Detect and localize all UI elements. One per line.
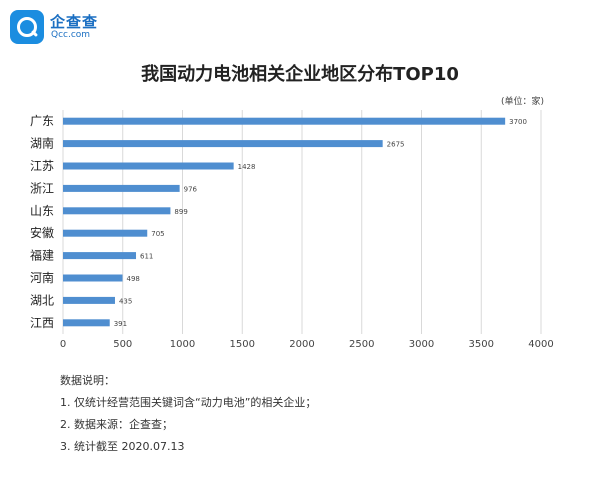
bar [63,296,115,304]
bars [63,117,506,327]
category-label: 湖南 [30,136,54,151]
bar [63,319,110,327]
x-tick-label: 1500 [230,339,255,350]
value-label: 1428 [238,163,256,171]
value-labels: 3700 2675 1428 976 899 705 611 498 435 391 [114,118,527,328]
category-label: 安徽 [30,225,54,240]
category-label: 广东 [30,114,54,128]
category-label: 江苏 [30,159,54,173]
x-tick-label: 500 [113,339,132,350]
value-label: 498 [127,275,140,283]
category-label: 河南 [30,270,54,285]
value-label: 705 [151,230,164,238]
logo-url: Qcc.com [51,30,91,40]
bar [63,117,506,125]
value-label: 2675 [387,141,405,149]
value-label: 391 [114,320,127,328]
x-tick-label: 3000 [409,339,434,350]
bar [63,274,123,282]
bar [63,207,171,215]
unit-label: (单位：家) [500,97,544,107]
category-label: 浙江 [30,181,54,195]
note-item-1: 1. 仅统计经营范围关键词含“动力电池”的相关企业； [60,396,317,409]
x-tick-label: 2000 [289,339,314,350]
chart-title: 我国动力电池相关企业地区分布TOP10 [141,64,459,85]
x-tick-label: 1000 [170,339,195,350]
value-label: 611 [140,253,153,261]
note-item-3: 3. 统计截至 2020.07.13 [60,440,185,453]
x-tick-label: 2500 [349,339,374,350]
x-tick-labels: 0 500 1000 1500 2000 2500 3000 3500 4000 [60,339,554,350]
category-label: 山东 [30,204,54,218]
category-label: 福建 [30,248,54,263]
x-tick-label: 4000 [528,339,553,350]
category-label: 江西 [30,316,54,330]
value-label: 976 [184,185,198,193]
notes-heading: 数据说明： [60,374,115,387]
magnifier-logo-icon [10,10,44,44]
data-notes: 数据说明： 1. 仅统计经营范围关键词含“动力电池”的相关企业； 2. 数据来源… [60,372,316,460]
bar [63,252,137,260]
bar [63,229,148,237]
grid-lines [62,110,542,334]
x-tick-label: 3500 [469,339,494,350]
category-label: 湖北 [30,292,54,307]
note-item-2: 2. 数据来源：企查查； [60,418,173,431]
bar [63,184,180,192]
value-label: 899 [174,208,187,216]
bar [63,140,383,148]
value-label: 435 [119,297,132,305]
x-tick-label: 0 [60,339,66,350]
logo-name: 企查查 [50,13,99,31]
value-label: 3700 [509,118,527,126]
bar [63,162,234,170]
